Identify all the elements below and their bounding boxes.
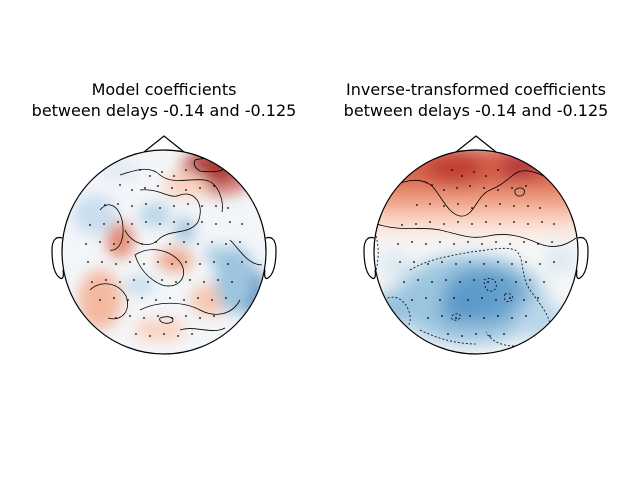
panel2-sensors xyxy=(397,169,555,337)
panel1-sensors xyxy=(85,169,243,337)
panel2-scalp-map xyxy=(374,150,578,354)
panel1-head-outline xyxy=(51,135,277,355)
panel1-title-line1: Model coefficients xyxy=(92,80,237,99)
panel1-contours xyxy=(89,157,263,331)
panel1-scalp-map xyxy=(62,150,266,354)
topomap-inverse-transformed-coefficients: Inverse-transformed coefficients between… xyxy=(344,80,609,355)
panel1-title-line2: between delays -0.14 and -0.125 xyxy=(32,101,297,120)
panel2-dashed-contours xyxy=(374,235,551,347)
panel2-contours xyxy=(376,170,577,247)
panel2-title-line2: between delays -0.14 and -0.125 xyxy=(344,101,609,120)
panel2-title-line1: Inverse-transformed coefficients xyxy=(346,80,606,99)
panel2-head-outline xyxy=(363,135,589,355)
topomap-model-coefficients: Model coefficients between delays -0.14 … xyxy=(32,80,297,355)
